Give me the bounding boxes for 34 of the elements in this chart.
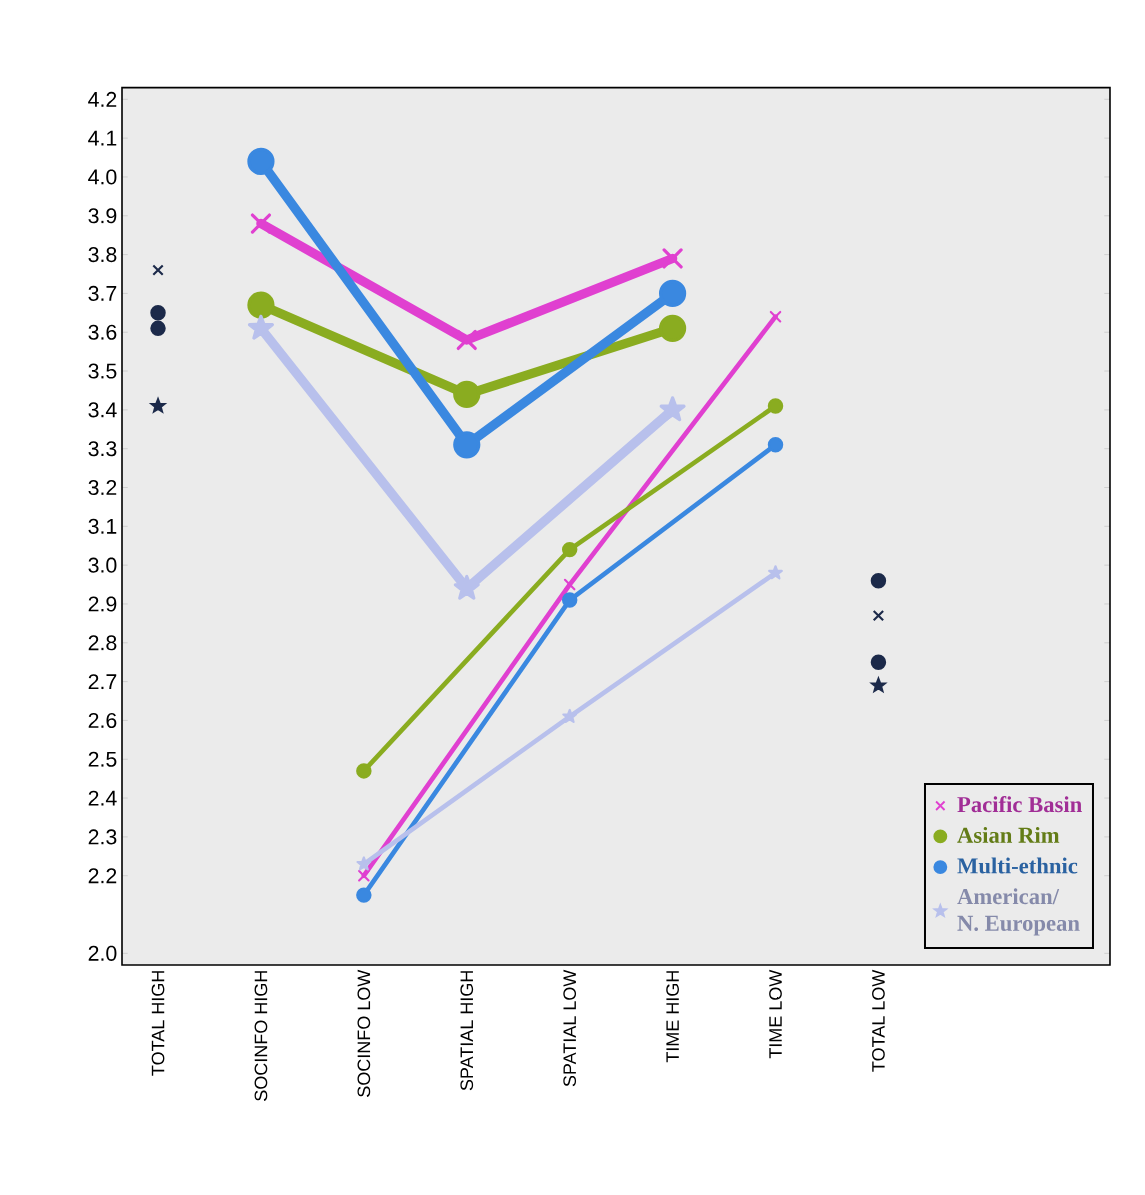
- y-tick-label: 2.5: [88, 751, 117, 767]
- legend-label: Asian Rim: [957, 826, 1060, 843]
- x-tick-label: SOCINFO HIGH: [254, 971, 268, 1101]
- y-tick-label: 3.8: [88, 247, 117, 263]
- x-tick-label: TOTAL HIGH: [151, 971, 165, 1076]
- y-tick-label: 2.9: [88, 596, 117, 612]
- y-tick-label: 3.9: [88, 208, 117, 224]
- y-tick-label: 2.0: [88, 945, 117, 961]
- x-tick-label: SPATIAL LOW: [563, 969, 577, 1087]
- legend-label: Pacific Basin: [957, 796, 1082, 813]
- y-tick-label: 3.6: [88, 324, 117, 340]
- x-tick-label: TIME LOW: [769, 969, 782, 1059]
- x-tick-label: SPATIAL HIGH: [460, 971, 474, 1091]
- y-tick-label: 3.3: [88, 441, 117, 457]
- y-tick-label: 2.2: [88, 868, 117, 884]
- y-tick-label: 3.1: [88, 518, 117, 534]
- y-tick-label: 2.7: [88, 674, 117, 690]
- y-tick-label: 4.0: [88, 169, 117, 185]
- y-tick-label: 2.3: [88, 829, 117, 845]
- y-tick-label: 4.2: [88, 91, 117, 107]
- x-tick-label: TOTAL LOW: [872, 969, 885, 1072]
- y-tick-label: 4.1: [88, 130, 117, 146]
- y-tick-label: 3.4: [88, 402, 117, 418]
- legend-label: American/ N. European: [957, 888, 1080, 936]
- y-tick-label: 2.6: [88, 712, 117, 728]
- y-tick-label: 2.4: [88, 790, 117, 806]
- y-tick-label: 2.8: [88, 635, 117, 651]
- x-tick-label: TIME HIGH: [666, 971, 679, 1063]
- x-tick-label: SOCINFO LOW: [357, 969, 371, 1097]
- y-tick-label: 3.7: [88, 285, 117, 301]
- y-tick-label: 3.0: [88, 557, 117, 573]
- legend-label: Multi-ethnic: [957, 857, 1078, 874]
- y-tick-label: 3.5: [88, 363, 117, 379]
- y-tick-label: 3.2: [88, 479, 117, 496]
